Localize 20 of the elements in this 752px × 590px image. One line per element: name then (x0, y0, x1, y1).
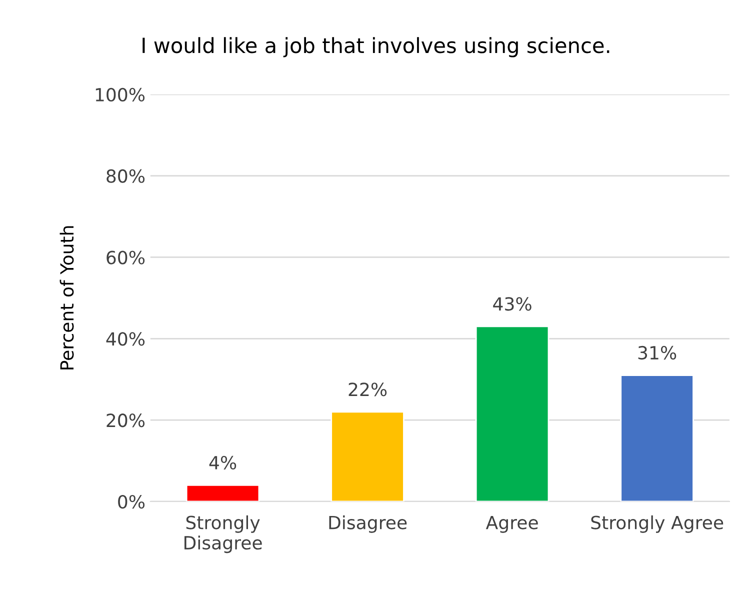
x-tick-label: Strongly Agree (591, 515, 724, 533)
x-tick-label: Disagree (329, 515, 407, 533)
data-label: 43% (493, 297, 532, 311)
y-tick-label: 60% (106, 250, 145, 264)
x-tick-label: Agree (486, 516, 538, 533)
y-tick-label: 80% (106, 169, 145, 183)
y-tick-label: 40% (106, 332, 145, 346)
y-tick-label: 100% (96, 88, 145, 102)
bar (186, 484, 260, 502)
bar (620, 374, 694, 502)
y-tick-label: 20% (106, 414, 145, 428)
y-tick-label: 0% (118, 494, 145, 509)
chart-title: I would like a job that involves using science. (142, 37, 610, 58)
bar (475, 326, 550, 502)
data-label: 31% (638, 346, 676, 360)
y-axis-title: Percent of Youth (60, 226, 74, 370)
bar (330, 411, 404, 502)
data-label: 4% (209, 456, 236, 470)
data-label: 22% (348, 382, 387, 396)
x-tick-label: Strongly Disagree (184, 515, 262, 554)
